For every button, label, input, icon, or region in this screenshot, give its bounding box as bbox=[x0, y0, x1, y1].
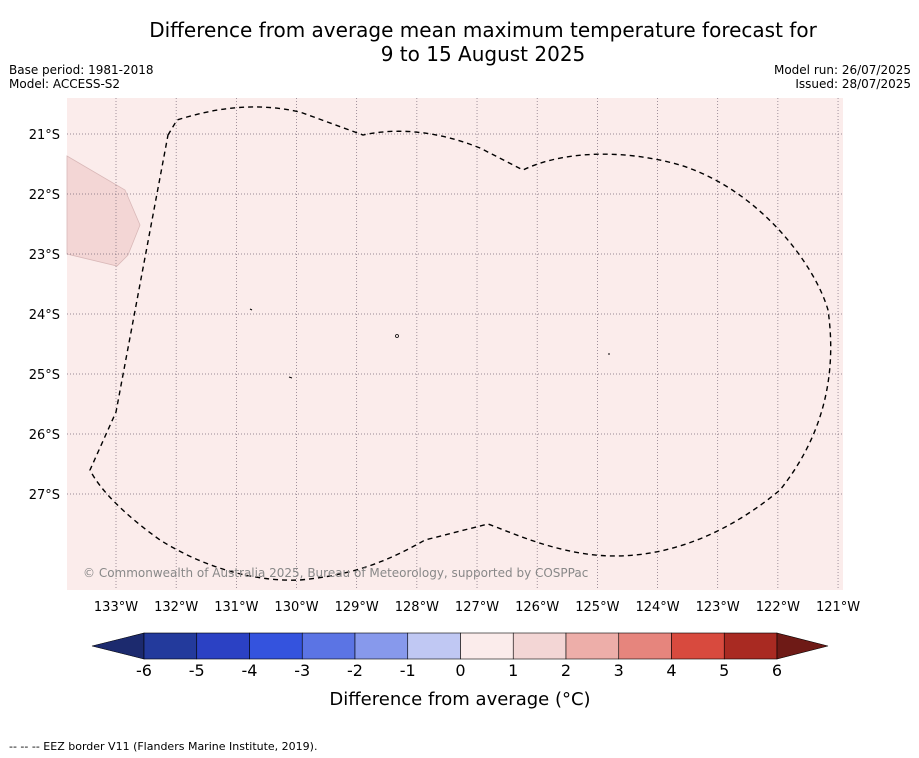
colorbar-box bbox=[143, 632, 198, 660]
colorbar-box bbox=[249, 632, 303, 660]
colorbar-box bbox=[460, 632, 514, 660]
colorbar-tick-label: 0 bbox=[455, 661, 465, 680]
colorbar-box bbox=[512, 632, 567, 660]
meta-left: Base period: 1981-2018 Model: ACCESS-S2 bbox=[9, 63, 154, 91]
colorbar-box bbox=[723, 632, 778, 660]
model-run-text: Model run: 26/07/2025 bbox=[773, 63, 911, 77]
longitude-label: 125°W bbox=[575, 600, 619, 615]
colorbar-box bbox=[196, 632, 250, 660]
colorbar-tick-label: -3 bbox=[294, 661, 310, 680]
colorbar-tick-label: -4 bbox=[242, 661, 258, 680]
footer-legend: -- -- -- EEZ border V11 (Flanders Marine… bbox=[9, 740, 318, 753]
longitude-label: 131°W bbox=[214, 600, 258, 615]
colorbar-box bbox=[618, 632, 672, 660]
longitude-label: 123°W bbox=[696, 600, 740, 615]
longitude-labels: 133°W 132°W 131°W 130°W 129°W 128°W 127°W 126°W… bbox=[94, 600, 860, 615]
latitude-label: 24°S bbox=[29, 308, 60, 323]
colorbar-box bbox=[301, 632, 356, 660]
latitude-label: 25°S bbox=[29, 368, 60, 383]
colorbar-tick-label: 5 bbox=[719, 661, 729, 680]
colorbar: -6 -5 -4 -3 -2 -1 0 1 2 3 4 5 6 bbox=[91, 632, 829, 680]
base-period-text: Base period: 1981-2018 bbox=[9, 63, 154, 77]
title-line-1: Difference from average mean maximum tem… bbox=[149, 18, 817, 42]
model-text: Model: ACCESS-S2 bbox=[9, 77, 121, 91]
colorbar-tick-label: -5 bbox=[189, 661, 205, 680]
island-mark bbox=[288, 376, 293, 379]
colorbar-box bbox=[565, 632, 620, 660]
longitude-label: 121°W bbox=[816, 600, 860, 615]
copyright-text: © Commonwealth of Australia 2025, Bureau… bbox=[83, 566, 588, 580]
longitude-label: 128°W bbox=[395, 600, 439, 615]
longitude-label: 126°W bbox=[515, 600, 559, 615]
colorbar-label: Difference from average (°C) bbox=[329, 689, 590, 710]
latitude-label: 21°S bbox=[29, 128, 60, 143]
colorbar-tick-label: 4 bbox=[666, 661, 676, 680]
longitude-label: 122°W bbox=[756, 600, 800, 615]
latitude-labels: 21°S 22°S 23°S 24°S 25°S 26°S 27°S bbox=[29, 128, 60, 503]
island-mark bbox=[395, 334, 399, 338]
title-line-2: 9 to 15 August 2025 bbox=[380, 42, 586, 66]
latitude-label: 27°S bbox=[29, 488, 60, 503]
colorbar-tick-label: 2 bbox=[561, 661, 571, 680]
longitude-label: 129°W bbox=[335, 600, 379, 615]
latitude-label: 22°S bbox=[29, 188, 60, 203]
colorbar-tick-label: -1 bbox=[400, 661, 416, 680]
map-area bbox=[67, 98, 843, 590]
latitude-label: 23°S bbox=[29, 248, 60, 263]
colorbar-tick-label: -2 bbox=[347, 661, 363, 680]
chart-title: Difference from average mean maximum tem… bbox=[0, 18, 919, 66]
longitude-label: 127°W bbox=[455, 600, 499, 615]
graticule bbox=[67, 98, 843, 590]
longitude-label: 132°W bbox=[154, 600, 198, 615]
colorbar-overflow bbox=[776, 632, 829, 660]
longitude-label: 124°W bbox=[635, 600, 679, 615]
latitude-label: 26°S bbox=[29, 428, 60, 443]
longitude-label: 133°W bbox=[94, 600, 138, 615]
longitude-label: 130°W bbox=[274, 600, 318, 615]
colorbar-tick-label: 6 bbox=[772, 661, 782, 680]
eez-border bbox=[89, 106, 832, 581]
meta-right: Model run: 26/07/2025 Issued: 28/07/2025 bbox=[774, 63, 911, 91]
issued-text: Issued: 28/07/2025 bbox=[795, 77, 911, 91]
colorbar-tick-label: 3 bbox=[614, 661, 624, 680]
colorbar-tick-label: 1 bbox=[508, 661, 518, 680]
colorbar-box bbox=[354, 632, 409, 660]
colorbar-underflow bbox=[91, 632, 145, 660]
colorbar-box bbox=[671, 632, 725, 660]
colorbar-tick-label: -6 bbox=[136, 661, 152, 680]
island-mark bbox=[249, 308, 253, 311]
colorbar-box bbox=[407, 632, 461, 660]
